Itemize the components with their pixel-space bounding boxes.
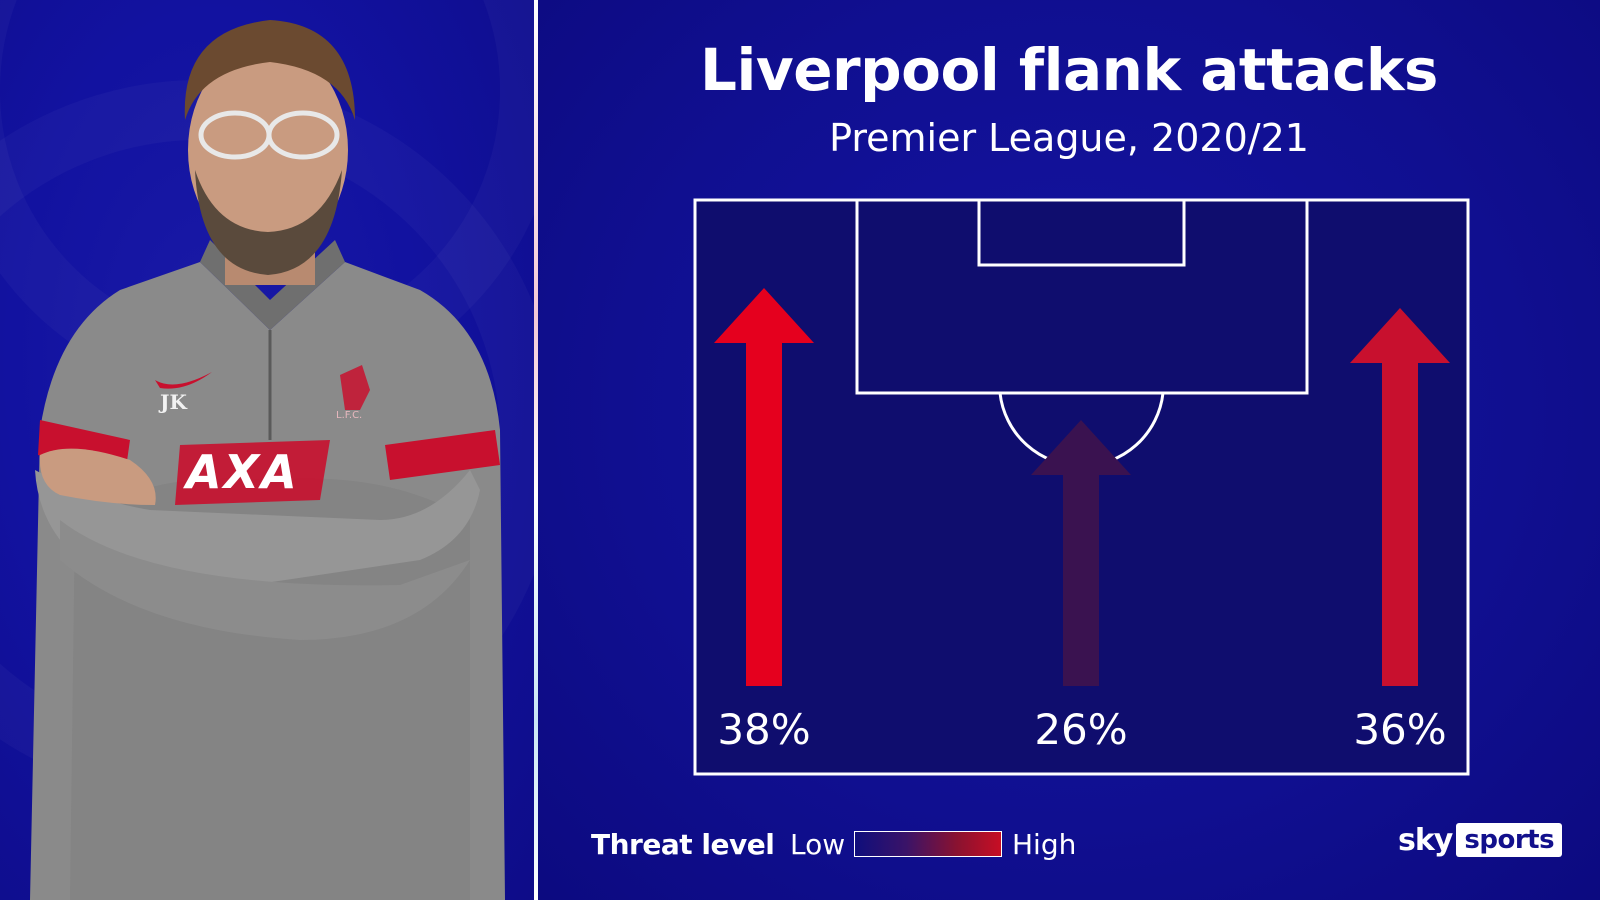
crest-text: L.F.C. [336, 410, 363, 421]
panel-divider [534, 0, 538, 900]
shirt-initials: JK [160, 390, 187, 414]
attack-percentage-centre: 26% [1034, 705, 1127, 754]
attack-percentage-right: 36% [1353, 705, 1446, 754]
legend-low-label: Low [790, 828, 846, 861]
manager-portrait [30, 20, 505, 900]
attack-arrow-right [1350, 308, 1450, 686]
page-title: Liverpool flank attacks [700, 36, 1438, 104]
logo-sports-text: sports [1456, 823, 1563, 857]
threat-gradient-bar [854, 831, 1002, 857]
shirt-sponsor: AXA [186, 445, 299, 499]
attack-arrow-centre [1031, 420, 1131, 686]
legend-high-label: High [1012, 828, 1077, 861]
logo-sky-text: sky [1398, 822, 1453, 858]
portrait-panel: JK AXA L.F.C. [0, 0, 534, 900]
attack-arrow-left [714, 288, 814, 686]
attack-percentage-left: 38% [717, 705, 810, 754]
six-yard-box [977, 198, 1186, 267]
sky-sports-logo: sky sports [1398, 820, 1563, 860]
legend-title: Threat level [591, 828, 775, 861]
page-subtitle: Premier League, 2020/21 [829, 116, 1309, 160]
